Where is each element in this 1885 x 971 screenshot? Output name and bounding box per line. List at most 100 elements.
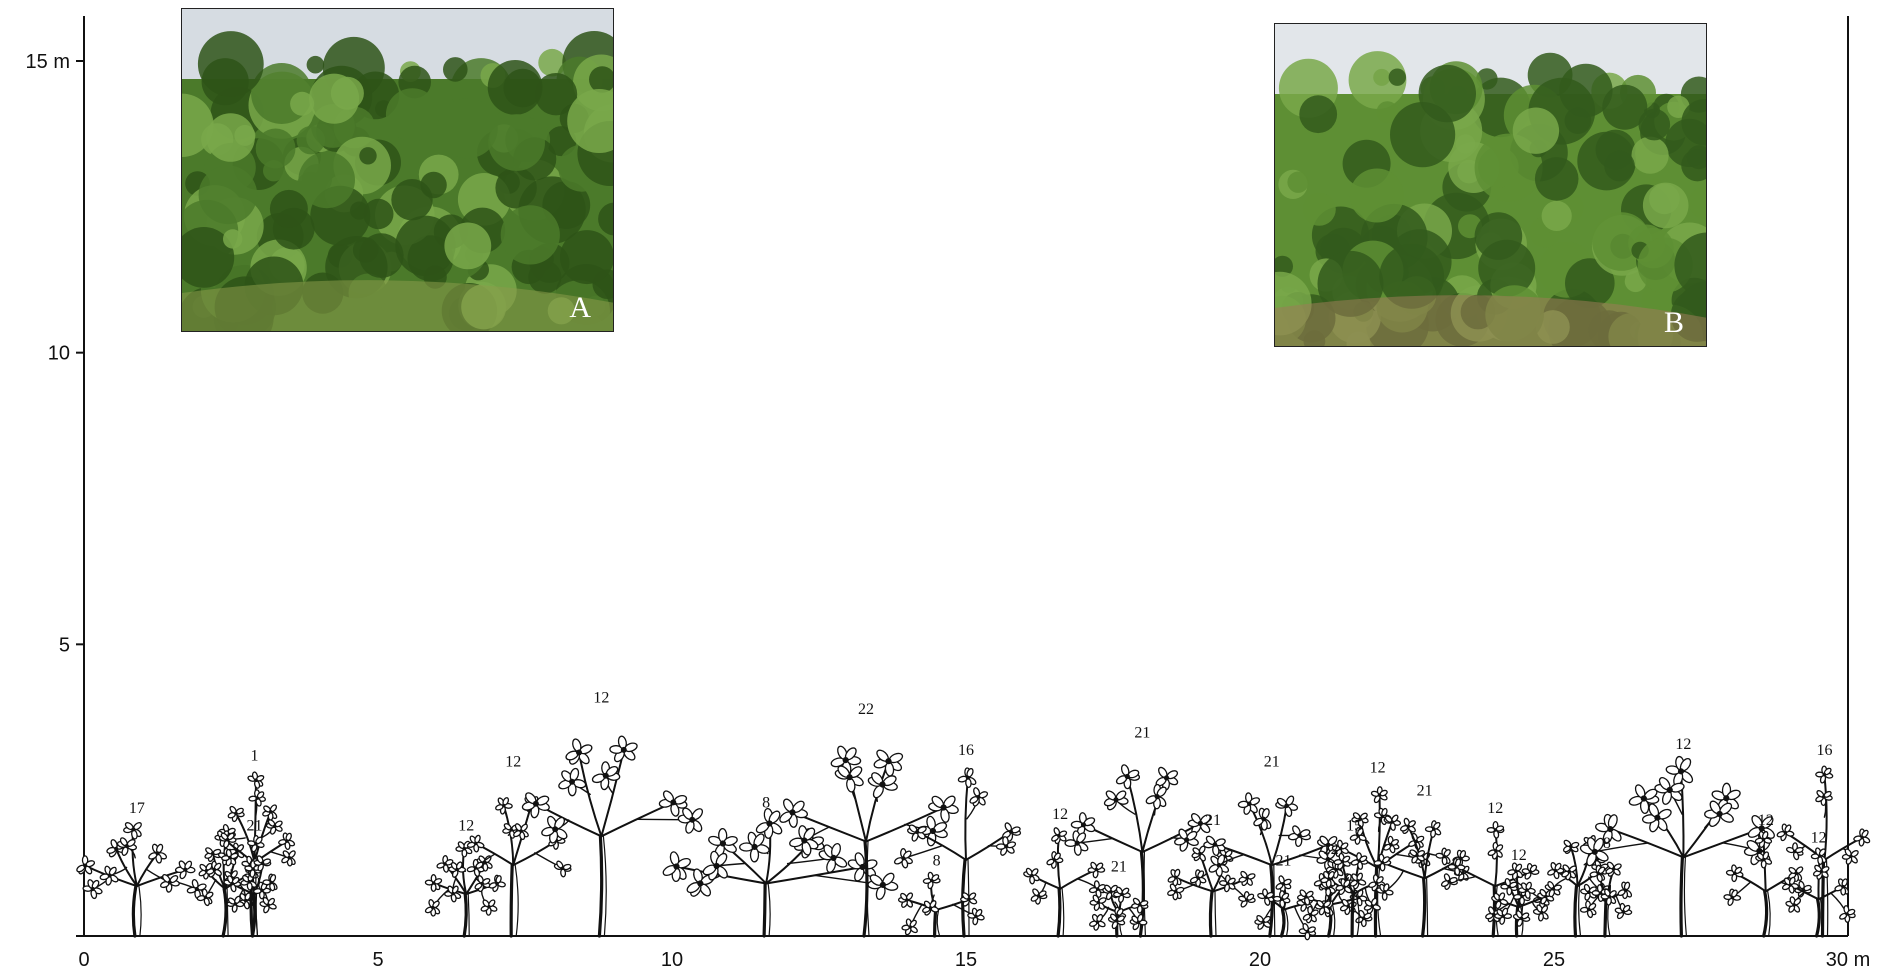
x-tick-label: 25 xyxy=(1543,949,1565,971)
tree-species-label: 12 xyxy=(1675,736,1691,753)
x-tick-label: 20 xyxy=(1249,949,1271,971)
tree-species-label: 21 xyxy=(1264,754,1280,771)
photo-bush xyxy=(1299,95,1338,134)
photo-bush xyxy=(1512,107,1560,154)
photo-bush xyxy=(443,57,468,82)
tree-species-label: 1 xyxy=(251,748,259,765)
photo-b: B xyxy=(1274,23,1707,347)
photo-bush xyxy=(437,98,498,159)
photo-b-letter: B xyxy=(1663,306,1684,339)
tree-species-label: 17 xyxy=(129,800,145,817)
y-tick-label: 10 xyxy=(48,343,70,365)
tree xyxy=(214,771,296,938)
photo-bush xyxy=(1674,232,1706,299)
photo-bush xyxy=(1478,146,1519,188)
tree xyxy=(1089,884,1149,938)
tree xyxy=(1579,861,1633,938)
photo-bush xyxy=(1638,108,1671,141)
y-tick-label: 15 m xyxy=(26,51,70,73)
photo-bush xyxy=(255,128,296,169)
photo-bush xyxy=(1686,145,1706,170)
photo-bush xyxy=(444,222,492,270)
photo-a-landscape-image xyxy=(182,9,613,331)
tree xyxy=(1485,862,1555,938)
photo-bush xyxy=(197,31,264,97)
photo-bush xyxy=(1388,68,1406,86)
tree-species-label: 16 xyxy=(1817,742,1833,759)
tree-species-label: 12 xyxy=(1511,847,1527,864)
photo-bush xyxy=(1348,51,1407,109)
tree xyxy=(466,796,572,938)
x-tick-label: 15 xyxy=(955,949,977,971)
photo-bush xyxy=(1649,183,1680,215)
photo-bush xyxy=(263,160,285,182)
tree-species-label: 8 xyxy=(933,853,941,870)
tree xyxy=(1723,830,1812,938)
tree xyxy=(521,735,704,938)
tree-species-label: 12 xyxy=(1052,806,1068,823)
tree-silhouettes xyxy=(76,735,1871,941)
photo-bush xyxy=(182,93,214,157)
tree-species-label: 8 xyxy=(762,794,770,811)
tree-species-label: 21 xyxy=(1111,859,1127,876)
photo-bush xyxy=(363,198,394,230)
photo-bush xyxy=(598,202,613,236)
photo-bush xyxy=(182,227,235,288)
photo-bush xyxy=(534,73,578,116)
photo-b-landscape-image xyxy=(1275,24,1706,346)
photo-bush xyxy=(1541,200,1572,231)
photo-bush xyxy=(1559,63,1613,118)
tree xyxy=(1064,764,1211,938)
photo-bush xyxy=(309,73,360,124)
photo-bush xyxy=(1565,258,1615,308)
tree xyxy=(1781,847,1856,938)
x-tick-label: 30 m xyxy=(1826,949,1870,971)
photo-bush xyxy=(385,88,439,142)
tree-species-label: 21 xyxy=(1276,853,1292,870)
x-tick-label: 0 xyxy=(78,949,89,971)
photo-bush xyxy=(1602,84,1648,130)
photo-bush xyxy=(298,151,355,209)
photo-a-letter: A xyxy=(569,291,591,324)
photo-bush xyxy=(1604,150,1635,182)
tree xyxy=(897,871,985,938)
tree-species-label: 12 xyxy=(593,689,609,706)
tree-species-label: 22 xyxy=(858,701,874,718)
tree xyxy=(779,745,959,938)
photo-bush xyxy=(269,189,308,228)
photo-bush xyxy=(1478,239,1536,297)
photo-bush xyxy=(488,114,545,171)
photo-bush xyxy=(1534,157,1579,201)
photo-bush xyxy=(1631,136,1669,174)
tree-species-label: 21 xyxy=(1205,812,1221,829)
tree-species-label: 16 xyxy=(958,742,974,759)
photo-ground xyxy=(1275,295,1706,346)
photo-bush xyxy=(223,229,243,249)
tree xyxy=(893,767,1022,938)
photo-bush xyxy=(1287,171,1309,193)
axes: 5 10 15 m 0 5 10 15 20 25 30 m xyxy=(26,16,1870,971)
tree-species-label: 12 xyxy=(1487,800,1503,817)
x-tick-label: 10 xyxy=(661,949,683,971)
tree-species-label: 12 xyxy=(1811,829,1827,846)
photo-bush xyxy=(567,89,613,153)
y-tick-label: 5 xyxy=(59,634,70,656)
tree xyxy=(1327,786,1431,938)
photo-bush xyxy=(1349,168,1404,223)
tree-species-label: 15 xyxy=(1346,818,1362,835)
photo-bush xyxy=(1681,99,1706,146)
photo-ground xyxy=(182,280,613,331)
photo-bush xyxy=(391,179,433,221)
photo-bush xyxy=(1376,101,1399,123)
photo-bush xyxy=(1302,192,1336,226)
tree-species-label: 12 xyxy=(1323,841,1339,858)
photo-a: A xyxy=(181,8,614,332)
photo-bush xyxy=(290,91,315,116)
tree-species-label: 8 xyxy=(1603,835,1611,852)
photo-bush xyxy=(589,66,613,93)
tree xyxy=(223,834,278,938)
tree-species-label: 21 xyxy=(1134,724,1150,741)
photo-bush xyxy=(1379,243,1445,309)
